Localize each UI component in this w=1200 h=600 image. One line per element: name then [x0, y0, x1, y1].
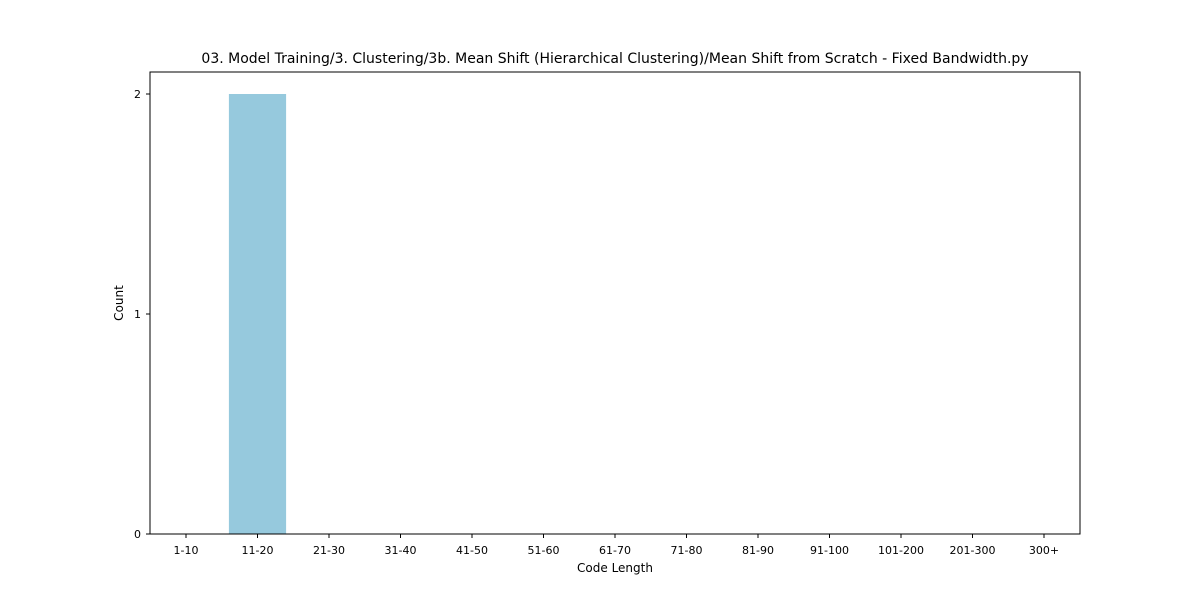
x-axis-ticks: 1-10 11-20 21-30 31-40 41-50 51-60 61-70 71-80 8…: [174, 534, 1059, 557]
x-tick-label: 61-70: [599, 544, 631, 557]
x-tick-label: 201-300: [950, 544, 996, 557]
plot-area: [150, 72, 1080, 534]
bar-11-20: [228, 94, 287, 534]
y-axis-ticks: 0 1 2: [134, 88, 150, 541]
x-tick-label: 21-30: [313, 544, 345, 557]
chart-title: 03. Model Training/3. Clustering/3b. Mea…: [201, 51, 1028, 67]
x-tick-label: 81-90: [742, 544, 774, 557]
y-tick-label: 1: [134, 308, 141, 321]
y-tick-label: 0: [134, 528, 141, 541]
x-tick-label: 11-20: [242, 544, 274, 557]
x-tick-label: 71-80: [671, 544, 703, 557]
x-tick-label: 1-10: [174, 544, 199, 557]
x-tick-label: 41-50: [456, 544, 488, 557]
plot-frame: [149, 71, 1081, 535]
y-tick-label: 2: [134, 88, 141, 101]
x-tick-label: 31-40: [385, 544, 417, 557]
x-axis-label: Code Length: [577, 561, 653, 575]
y-axis-label: Count: [112, 285, 126, 321]
x-tick-label: 300+: [1029, 544, 1059, 557]
x-tick-label: 91-100: [810, 544, 849, 557]
bars: [228, 94, 287, 534]
x-tick-label: 101-200: [878, 544, 924, 557]
x-tick-label: 51-60: [528, 544, 560, 557]
